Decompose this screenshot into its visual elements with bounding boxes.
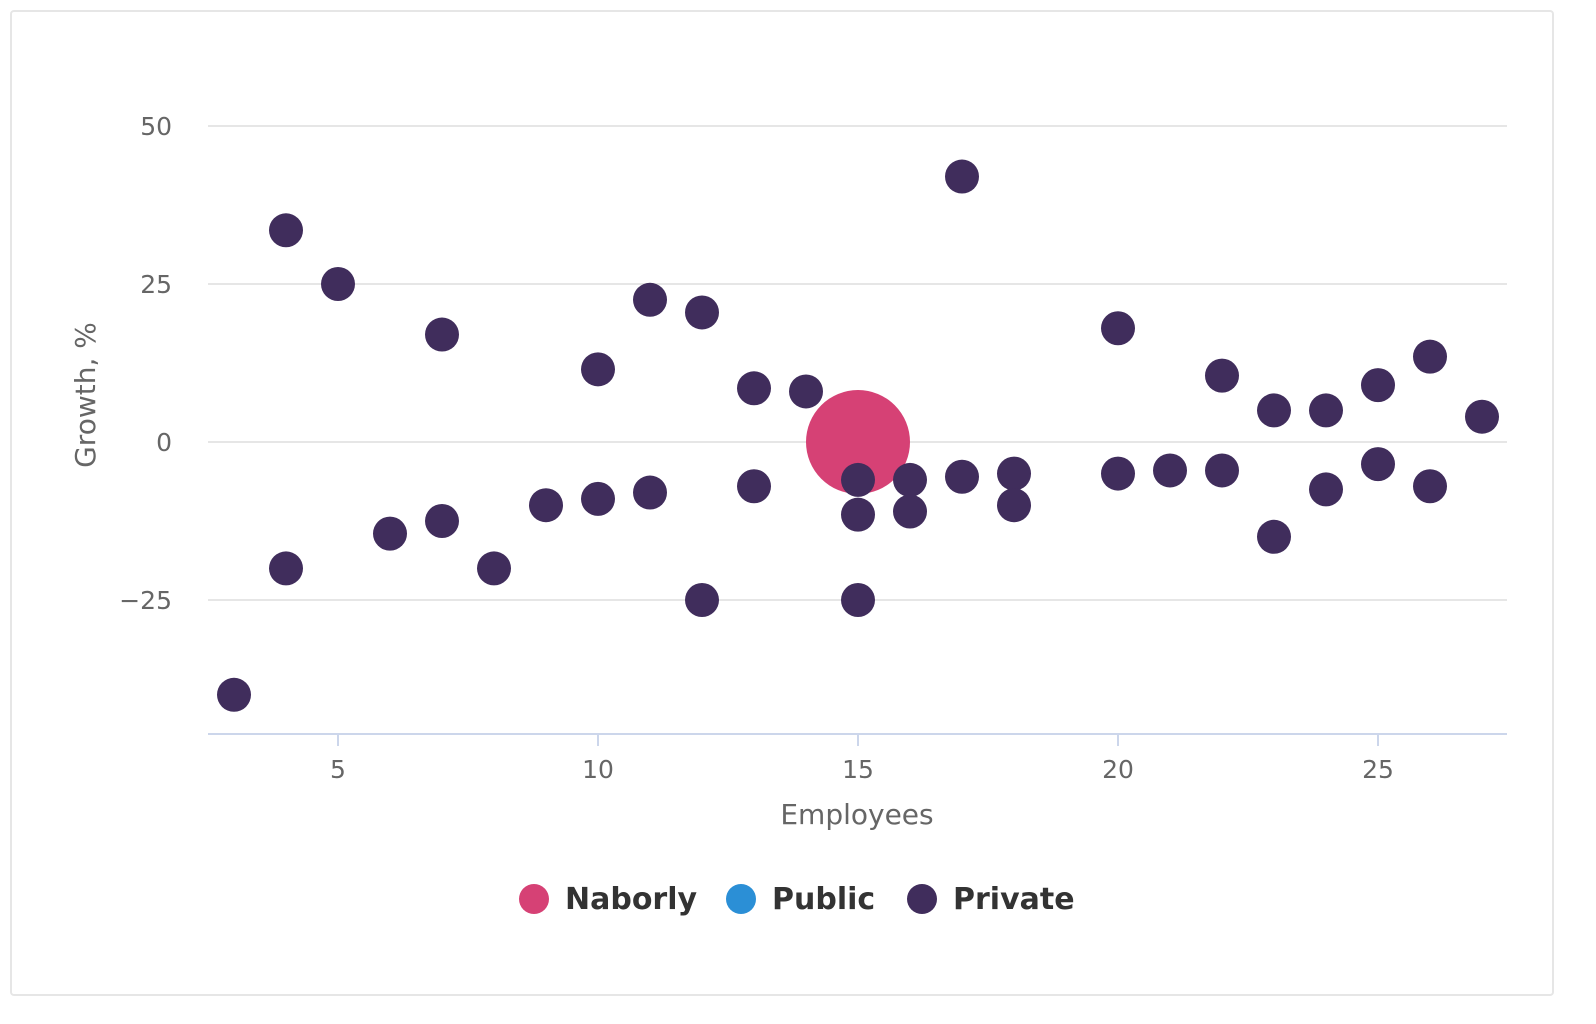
y-tick-label: 50 [140,112,172,141]
private-point[interactable] [217,677,251,712]
y-tick-label: 25 [140,270,172,299]
axes: 50 25 0 −25 5 10 15 20 25 [119,112,1507,784]
legend-label-private[interactable]: Private [953,882,1075,917]
private-point[interactable] [1413,339,1447,374]
private-point[interactable] [269,551,303,586]
private-point[interactable] [1413,469,1447,504]
private-point[interactable] [1361,447,1395,482]
private-point[interactable] [737,371,771,406]
private-point[interactable] [841,497,875,532]
private-point[interactable] [1309,472,1343,507]
private-point[interactable] [529,488,563,523]
legend: Naborly Public Private [519,882,1075,917]
x-tick-label: 15 [842,755,874,784]
x-tick-label: 10 [582,755,614,784]
private-point[interactable] [1257,519,1291,554]
y-tick-label: 0 [156,428,172,457]
private-point[interactable] [425,317,459,352]
private-point[interactable] [633,475,667,510]
private-point[interactable] [477,551,511,586]
private-point[interactable] [581,481,615,516]
x-tick-label: 5 [330,755,346,784]
private-point[interactable] [685,583,719,617]
data-points [217,159,1499,712]
private-point[interactable] [737,469,771,504]
legend-label-public[interactable]: Public [772,882,875,917]
naborly-point[interactable] [806,390,910,494]
private-point[interactable] [425,504,459,538]
legend-marker-naborly[interactable] [519,884,549,914]
private-point[interactable] [1153,453,1187,488]
chart-card [10,10,1554,996]
private-point[interactable] [633,282,667,317]
private-point[interactable] [1465,399,1499,434]
legend-marker-private[interactable] [907,884,937,914]
x-tick-label: 20 [1102,755,1134,784]
private-point[interactable] [997,488,1031,523]
private-point[interactable] [1361,368,1395,403]
y-axis-title: Growth, % [69,322,102,468]
x-axis-title: Employees [780,798,933,831]
private-point[interactable] [997,456,1031,491]
private-point[interactable] [1101,456,1135,491]
private-point[interactable] [1309,393,1343,428]
private-point[interactable] [893,462,927,497]
private-point[interactable] [841,583,875,617]
private-point[interactable] [685,295,719,330]
legend-label-naborly[interactable]: Naborly [565,882,698,917]
private-point[interactable] [1205,453,1239,488]
x-tick-label: 25 [1362,755,1394,784]
private-point[interactable] [893,494,927,529]
private-point[interactable] [269,213,303,248]
private-point[interactable] [945,159,979,194]
private-point[interactable] [841,462,875,497]
private-point[interactable] [1205,358,1239,393]
private-point[interactable] [945,459,979,494]
private-point[interactable] [321,267,355,301]
private-point[interactable] [373,516,407,551]
private-point[interactable] [1257,393,1291,428]
private-point[interactable] [581,352,615,387]
private-point[interactable] [1101,311,1135,346]
private-point[interactable] [789,374,823,409]
legend-marker-public[interactable] [726,884,756,914]
y-tick-label: −25 [119,586,172,615]
